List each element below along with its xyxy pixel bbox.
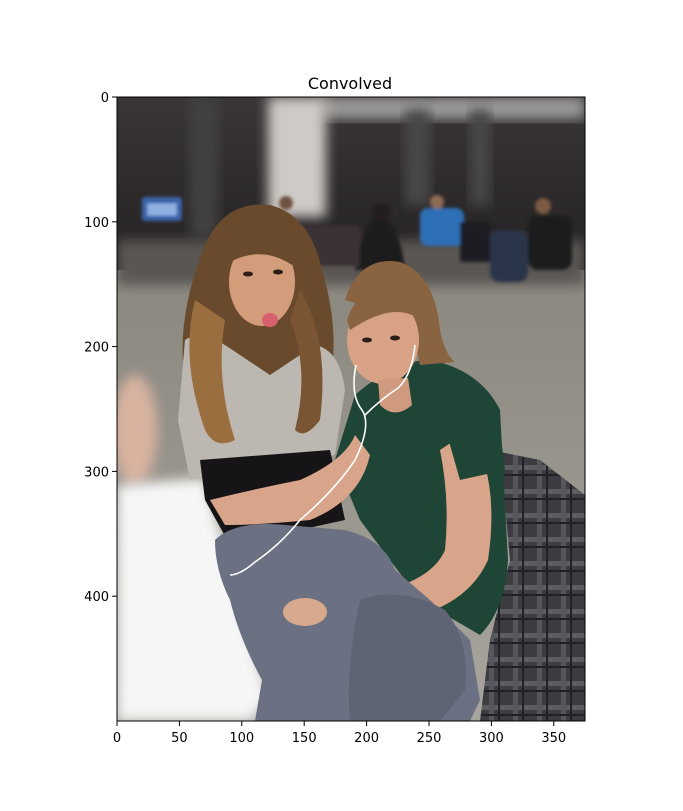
wall-pillar [268,97,326,217]
plaid-jacket [480,452,585,721]
wall-pillar-dark [405,110,430,205]
y-tick-label: 400 [84,590,109,605]
ceiling-band [320,97,585,119]
x-tick-label: 50 [171,731,188,746]
y-tick-label: 0 [101,91,109,106]
wall-pillar-dark [190,97,218,237]
x-tick-label: 150 [292,731,317,746]
y-tick-label: 300 [84,465,109,480]
x-axis: 0 50 100 150 200 250 300 350 [113,721,566,746]
chart-title: Convolved [308,74,392,93]
x-tick-label: 250 [417,731,442,746]
y-tick-label: 200 [84,341,109,356]
x-tick-label: 0 [113,731,121,746]
earphone-cable [229,344,416,576]
monitor-screen [147,203,177,216]
wall-pillar-dark [470,110,490,205]
image-area [117,97,585,721]
white-paper [117,478,270,721]
right-person-arm [210,435,370,525]
left-person-face [229,238,295,326]
y-axis: 0 100 200 300 400 [84,91,117,605]
left-person-tongue [262,313,278,327]
x-tick-label: 300 [479,731,504,746]
x-tick-label: 200 [354,731,379,746]
y-tick-label: 100 [84,216,109,231]
x-tick-label: 100 [229,731,254,746]
axes-frame [116,96,586,722]
x-tick-label: 350 [541,731,566,746]
blurred-skin-patch [117,375,157,485]
